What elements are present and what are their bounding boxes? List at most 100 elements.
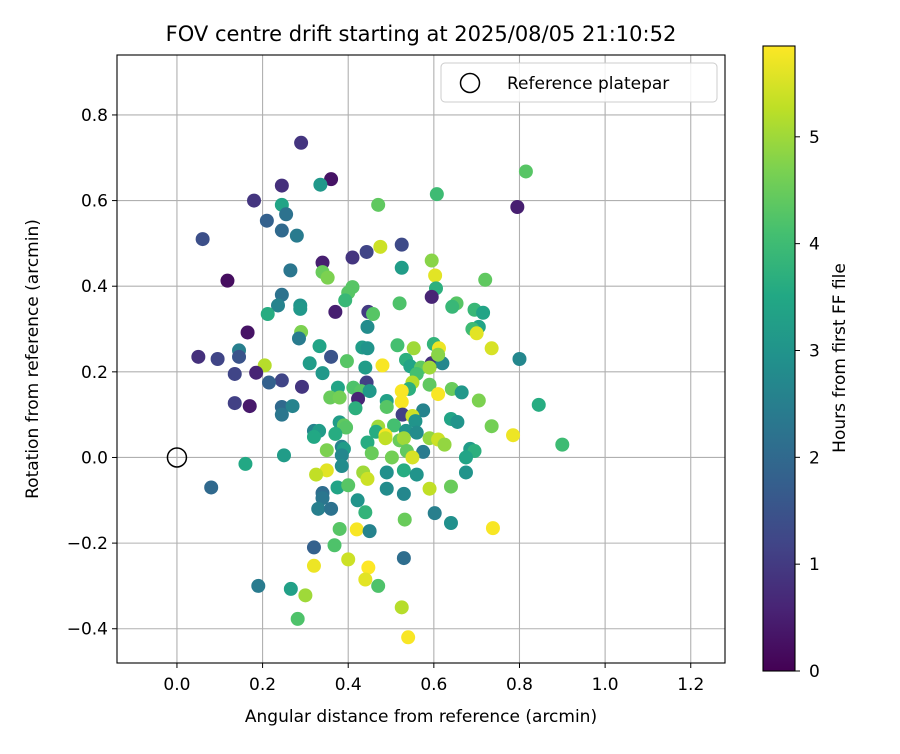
x-tick-label: 0.0 (163, 675, 190, 695)
data-point (220, 273, 235, 288)
data-point (334, 459, 349, 474)
data-point (328, 426, 343, 441)
data-point (379, 399, 394, 414)
data-point (394, 237, 409, 252)
data-point (358, 360, 373, 375)
data-point (373, 239, 388, 254)
data-point (290, 611, 305, 626)
data-point (306, 540, 321, 555)
data-point (315, 366, 330, 381)
x-tick-label: 0.2 (249, 675, 276, 695)
scatter-points (191, 135, 570, 645)
data-point (506, 428, 521, 443)
data-point (478, 272, 493, 287)
plot-frame (116, 54, 726, 664)
data-point (274, 373, 289, 388)
data-point (279, 207, 294, 222)
data-point (360, 341, 375, 356)
x-axis-ticks: 0.0 0.2 0.4 0.6 0.8 1.0 1.2 (163, 663, 704, 695)
data-point (274, 223, 289, 238)
data-point (249, 365, 264, 380)
data-point (396, 486, 411, 501)
data-point (484, 419, 499, 434)
colorbar-ticks: 0 1 2 3 4 5 (795, 128, 820, 682)
data-point (210, 352, 225, 366)
data-point (375, 358, 390, 373)
data-point (476, 305, 491, 320)
data-point (471, 393, 486, 408)
y-axis-label: Rotation from reference (arcmin) (23, 219, 43, 499)
data-point (294, 135, 309, 150)
data-point (319, 463, 334, 478)
legend-box (440, 62, 718, 103)
colorbar-tick-label: 1 (809, 555, 820, 575)
data-point (260, 307, 275, 322)
data-point (371, 197, 386, 212)
data-point (443, 515, 458, 530)
colorbar-tick-label: 2 (809, 448, 820, 468)
data-point (289, 228, 304, 243)
data-point (327, 538, 342, 553)
data-point (394, 394, 409, 409)
data-point (362, 384, 377, 399)
data-point (312, 339, 327, 354)
colorbar-frame (762, 45, 796, 672)
data-point (345, 250, 360, 265)
data-point (195, 232, 210, 247)
data-point (424, 289, 439, 304)
data-point (409, 425, 424, 440)
data-point (270, 298, 285, 313)
data-point (422, 360, 437, 375)
data-point (484, 341, 499, 356)
data-point (319, 443, 334, 458)
chart-title: FOV centre drift starting at 2025/08/05 … (166, 22, 677, 46)
data-point (251, 578, 266, 593)
data-point (366, 307, 381, 322)
data-point (332, 521, 347, 536)
y-tick-label: 0.8 (81, 106, 108, 126)
data-point (379, 465, 394, 480)
data-point (409, 467, 424, 482)
data-point (396, 431, 411, 446)
data-point (396, 551, 411, 566)
data-point (443, 479, 458, 494)
data-point (274, 287, 289, 302)
data-point (315, 491, 330, 506)
x-axis-label: Angular distance from reference (arcmin) (245, 707, 597, 727)
data-point (313, 177, 328, 192)
data-point (360, 319, 375, 334)
data-point (294, 379, 309, 394)
data-point (293, 301, 308, 316)
data-point (291, 331, 306, 346)
data-point (274, 407, 289, 422)
data-point (247, 193, 262, 208)
data-point (371, 578, 386, 593)
data-point (384, 450, 399, 465)
data-point (311, 501, 326, 516)
data-point (469, 326, 484, 341)
data-point (397, 512, 412, 527)
reference-platepar-marker (166, 447, 188, 468)
x-tick-label: 1.0 (592, 675, 619, 695)
colorbar-label: Hours from first FF file (830, 263, 850, 453)
data-point (512, 352, 527, 366)
y-tick-label: 0.4 (81, 277, 108, 297)
data-point (394, 600, 409, 615)
y-tick-label: −0.4 (67, 620, 108, 640)
data-point (283, 263, 298, 278)
colorbar-tick-label: 0 (809, 662, 820, 682)
x-tick-label: 0.4 (335, 675, 362, 695)
colorbar-tick-label: 3 (809, 341, 820, 361)
data-point (437, 437, 452, 452)
data-point (338, 293, 353, 308)
data-point (390, 338, 405, 353)
data-point (406, 341, 421, 356)
data-point (428, 268, 443, 283)
data-point (191, 349, 206, 364)
data-point (309, 467, 324, 482)
x-tick-label: 1.2 (677, 675, 704, 695)
data-point (332, 390, 347, 405)
colorbar-tick-label: 5 (809, 128, 820, 148)
data-point (364, 446, 379, 461)
data-point (405, 450, 420, 465)
